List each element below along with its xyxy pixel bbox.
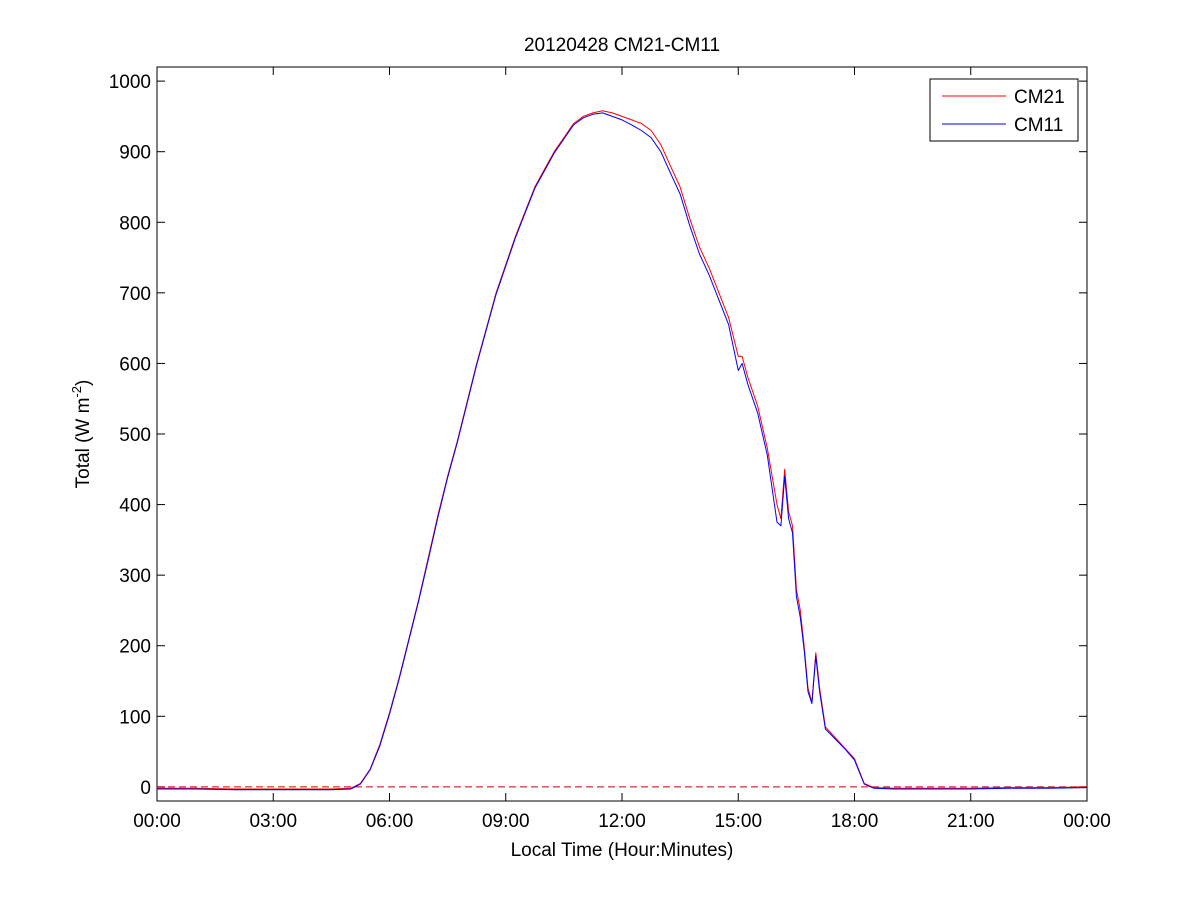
y-tick-label: 900 xyxy=(119,143,151,164)
x-tick-label: 09:00 xyxy=(482,811,530,832)
x-tick-label: 18:00 xyxy=(831,811,879,832)
plot-area xyxy=(156,66,1088,802)
x-tick-label: 21:00 xyxy=(947,811,995,832)
chart-title: 20120428 CM21-CM11 xyxy=(524,35,720,56)
legend: CM21 CM11 xyxy=(929,78,1079,142)
series-line-cm11 xyxy=(157,112,1088,791)
x-tick-label: 00:00 xyxy=(1063,811,1111,832)
y-tick-label: 700 xyxy=(119,284,151,305)
x-tick-label: 12:00 xyxy=(598,811,646,832)
y-tick-label: 600 xyxy=(119,354,151,375)
x-axis-label: Local Time (Hour:Minutes) xyxy=(511,840,734,861)
legend-label-cm11: CM11 xyxy=(1014,115,1063,136)
y-tick-label: 200 xyxy=(119,637,151,658)
y-axis-label-tail: ) xyxy=(73,380,94,386)
x-tick-label: 15:00 xyxy=(714,811,762,832)
x-tick-label: 00:00 xyxy=(133,811,181,832)
legend-label-cm21: CM21 xyxy=(1014,87,1065,108)
y-tick-label: 1000 xyxy=(109,72,151,93)
y-tick-label: 300 xyxy=(119,566,151,587)
y-tick-label: 500 xyxy=(119,425,151,446)
y-axis-label-superscript: -2 xyxy=(69,386,84,398)
series-lines xyxy=(157,110,1088,791)
axis-ticks: 00:00 03:00 06:00 09:00 12:00 15:00 18:00 21:00… xyxy=(109,67,1111,832)
y-tick-label: 0 xyxy=(140,778,151,799)
legend-box xyxy=(929,78,1079,142)
y-tick-label: 400 xyxy=(119,496,151,517)
x-tick-label: 06:00 xyxy=(366,811,414,832)
y-axis-label: Total (W m-2) xyxy=(69,380,94,489)
y-axis-label-base: Total (W m xyxy=(73,398,94,489)
y-tick-label: 800 xyxy=(119,213,151,234)
x-tick-label: 03:00 xyxy=(249,811,297,832)
y-tick-label: 100 xyxy=(119,707,151,728)
